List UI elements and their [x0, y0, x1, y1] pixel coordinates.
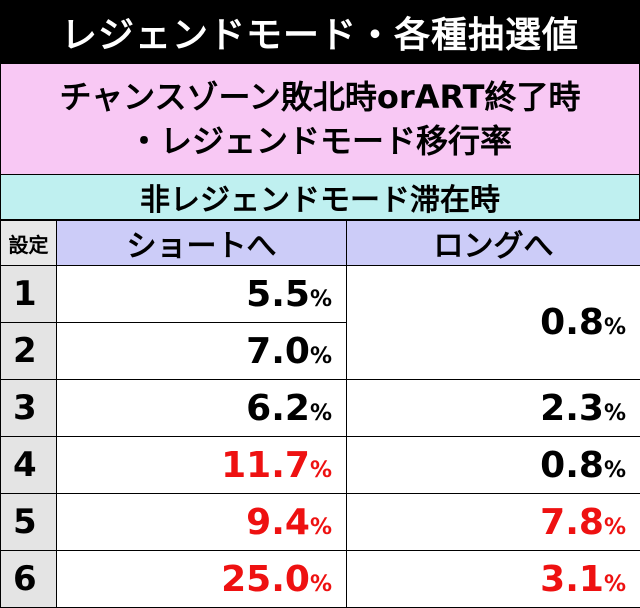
unit-label: %	[604, 401, 626, 426]
table-row: 3 6.2% 2.3%	[1, 380, 640, 437]
unit-label: %	[604, 572, 626, 597]
section-heading-text: 非レジェンドモード滞在時	[140, 175, 500, 219]
table-row: 4 11.7% 0.8%	[1, 437, 640, 494]
unit-label: %	[310, 572, 332, 597]
short-rate-value: 11.7	[221, 445, 310, 486]
short-rate-value: 7.0	[246, 331, 310, 372]
short-rate-value: 5.5	[246, 274, 310, 315]
short-rate-cell: 5.5%	[57, 266, 347, 323]
short-rate-cell: 25.0%	[57, 551, 347, 608]
long-rate-value: 2.3	[540, 388, 604, 429]
title-text: レジェンドモード・各種抽選値	[61, 6, 579, 58]
subtitle-box: チャンスゾーン敗北時orART終了時 ・レジェンドモード移行率	[0, 64, 640, 175]
long-rate-value: 3.1	[540, 559, 604, 600]
unit-label: %	[310, 287, 332, 312]
unit-label: %	[310, 401, 332, 426]
setting-cell: 1	[1, 266, 57, 323]
header-setting: 設定	[1, 221, 57, 266]
short-rate-cell: 7.0%	[57, 323, 347, 380]
unit-label: %	[604, 315, 626, 340]
long-rate-cell: 3.1%	[347, 551, 640, 608]
unit-label: %	[604, 458, 626, 483]
table-row: 1 5.5% 0.8%	[1, 266, 640, 323]
short-rate-value: 25.0	[221, 559, 310, 600]
long-rate-cell: 2.3%	[347, 380, 640, 437]
subtitle-line-1: チャンスゾーン敗北時orART終了時	[59, 75, 580, 119]
long-rate-value: 0.8	[540, 445, 604, 486]
short-rate-value: 6.2	[246, 388, 310, 429]
rate-table: 設定 ショートへ ロングへ 1 5.5% 0.8% 2 7.0% 3 6.2% …	[0, 220, 640, 608]
header-short: ショートへ	[57, 221, 347, 266]
long-rate-cell: 7.8%	[347, 494, 640, 551]
unit-label: %	[604, 515, 626, 540]
unit-label: %	[310, 344, 332, 369]
section-heading: 非レジェンドモード滞在時	[0, 175, 640, 220]
table-header-row: 設定 ショートへ ロングへ	[1, 221, 640, 266]
setting-cell: 5	[1, 494, 57, 551]
table-row: 5 9.4% 7.8%	[1, 494, 640, 551]
short-rate-value: 9.4	[246, 502, 310, 543]
unit-label: %	[310, 458, 332, 483]
table-row: 6 25.0% 3.1%	[1, 551, 640, 608]
long-rate-value: 0.8	[540, 302, 604, 343]
page-title: レジェンドモード・各種抽選値	[0, 0, 640, 64]
short-rate-cell: 6.2%	[57, 380, 347, 437]
setting-cell: 4	[1, 437, 57, 494]
unit-label: %	[310, 515, 332, 540]
setting-cell: 3	[1, 380, 57, 437]
short-rate-cell: 9.4%	[57, 494, 347, 551]
short-rate-cell: 11.7%	[57, 437, 347, 494]
header-long: ロングへ	[347, 221, 640, 266]
long-rate-value: 7.8	[540, 502, 604, 543]
setting-cell: 6	[1, 551, 57, 608]
long-rate-cell: 0.8%	[347, 437, 640, 494]
setting-cell: 2	[1, 323, 57, 380]
long-rate-cell: 0.8%	[347, 266, 640, 380]
subtitle-line-2: ・レジェンドモード移行率	[128, 119, 512, 163]
